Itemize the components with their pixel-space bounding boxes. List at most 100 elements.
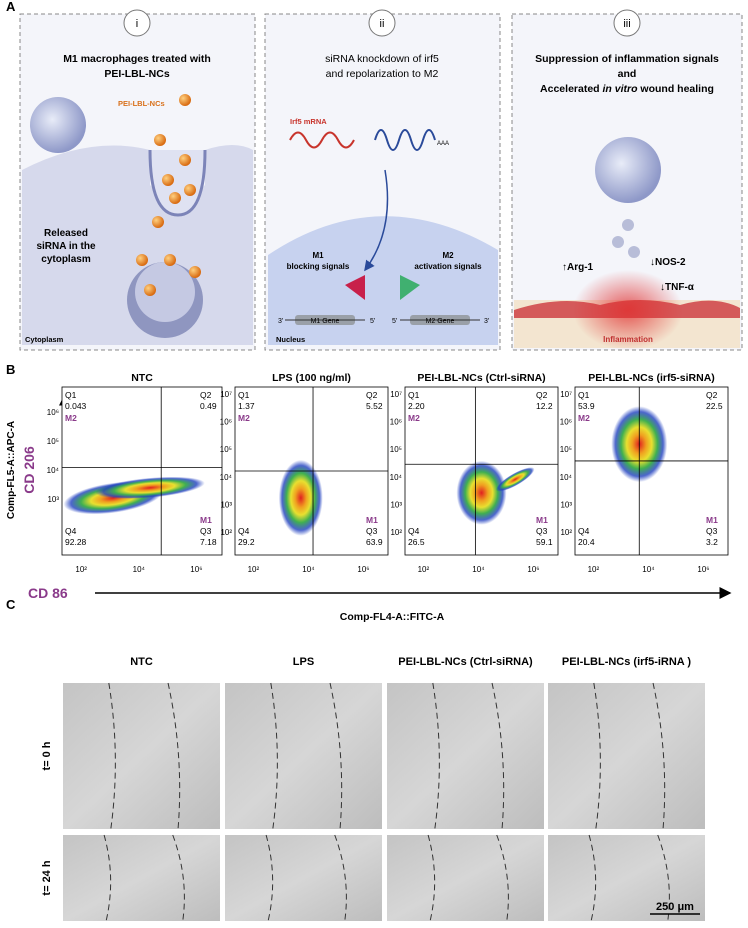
quadrant-name: Q3 [366, 526, 378, 536]
x-tick-label: 10⁶ [357, 565, 369, 574]
y-tick-label: 10⁵ [220, 445, 232, 454]
quadrant-value: 20.4 [578, 537, 595, 547]
micrograph [225, 683, 382, 829]
micrograph [387, 835, 544, 921]
gene-label: M1 Gene [311, 318, 340, 325]
y-tick-label: 10⁶ [47, 408, 59, 417]
wound-edge [103, 834, 112, 922]
cell-density [95, 476, 205, 499]
micrograph [63, 835, 220, 921]
quadrant-name: Q4 [578, 526, 590, 536]
quadrant-value: 5.52 [366, 401, 383, 411]
title-part: in vitro [603, 83, 639, 95]
quadrant-value: 7.18 [200, 537, 217, 547]
nanoparticle-label: PEI-LBL-NCs [118, 99, 165, 108]
cell-density [456, 460, 507, 525]
poly-a-label: AAA [437, 141, 449, 147]
strand-end: 5' [392, 318, 397, 325]
quadrant-name: Q1 [578, 390, 590, 400]
section-numeral: iii [623, 18, 630, 30]
quadrant-value: 22.5 [706, 401, 723, 411]
wound-edge [270, 682, 278, 830]
x-tick-label: 10⁴ [133, 565, 146, 574]
micrograph [548, 835, 705, 921]
wound-label: Inflammation [603, 335, 653, 344]
wound-edge [432, 682, 440, 830]
quadrant-name: Q4 [238, 526, 250, 536]
quadrant-value: 0.043 [65, 401, 87, 411]
quadrant-name: Q3 [200, 526, 212, 536]
section-title: and [618, 68, 637, 80]
panel-label: C [6, 597, 16, 612]
wound-edge [657, 834, 670, 922]
marker-label: ↓TNF-α [660, 282, 695, 293]
section-numeral: ii [380, 18, 385, 30]
wound-edge [108, 682, 116, 830]
x-tick-label: 10⁴ [642, 565, 655, 574]
y-tick-label: 10³ [220, 500, 232, 509]
strand-end: 5' [370, 318, 375, 325]
quadrant-value: 1.37 [238, 401, 255, 411]
quadrant-name: Q3 [706, 526, 718, 536]
section-numeral: i [136, 18, 138, 30]
quadrant-value: 29.2 [238, 537, 255, 547]
y-tick-label: 10⁶ [390, 418, 402, 427]
title-part: Accelerated [540, 83, 602, 95]
y-tick-label: 10⁴ [220, 473, 233, 482]
quadrant-value: 12.2 [536, 401, 553, 411]
compartment-label: Cytoplasm [25, 335, 64, 344]
quadrant-name: Q2 [366, 390, 378, 400]
cell-density [278, 459, 323, 536]
compartment-label: Nucleus [276, 335, 305, 344]
quadrant-name: Q1 [65, 390, 77, 400]
wound-edge [427, 834, 436, 922]
released-label: siRNA in the [36, 241, 96, 252]
panel-label: A [6, 0, 16, 14]
quadrant-value: 63.9 [366, 537, 383, 547]
signal-label: blocking signals [287, 262, 350, 271]
plot-title: PEI-LBL-NCs (Ctrl-siRNA) [417, 372, 545, 384]
quadrant-name: Q1 [408, 390, 420, 400]
column-title: PEI-LBL-NCs (irf5-iRNA ) [562, 656, 691, 668]
section-title: PEI-LBL-NCs [104, 68, 169, 80]
y-tick-label: 10⁶ [560, 418, 572, 427]
column-title: LPS [293, 656, 314, 668]
gate-label: M2 [65, 413, 77, 423]
quadrant-value: 92.28 [65, 537, 87, 547]
wound-edge [652, 682, 666, 830]
wound-edge [496, 834, 509, 922]
signal-label: M1 [312, 251, 324, 260]
quadrant-name: Q4 [65, 526, 77, 536]
section-title: M1 macrophages treated with [63, 53, 211, 65]
x-tick-label: 10⁶ [190, 565, 202, 574]
quadrant-name: Q1 [238, 390, 250, 400]
panel-a-art [19, 9, 743, 351]
row-label: t= 0 h [41, 741, 53, 770]
row-label: t= 24 h [41, 860, 53, 895]
y-tick-label: 10⁴ [47, 466, 60, 475]
x-tick-label: 10² [588, 565, 600, 574]
x-tick-label: 10² [75, 565, 87, 574]
released-label: Released [44, 228, 88, 239]
micrograph [225, 835, 382, 921]
gate-label: M1 [536, 515, 548, 525]
y-tick-label: 10⁵ [390, 445, 402, 454]
quadrant-name: Q2 [200, 390, 212, 400]
section-title: Accelerated in vitro wound healing [540, 83, 714, 95]
strand-end: 3' [484, 318, 489, 325]
quadrant-value: 2.20 [408, 401, 425, 411]
plot-title: NTC [131, 372, 153, 384]
x-tick-label: 10² [248, 565, 260, 574]
wound-edge [334, 834, 347, 922]
gate-label: M2 [578, 413, 590, 423]
panel-label: B [6, 362, 15, 377]
strand-end: 3' [278, 318, 283, 325]
y-tick-label: 10² [560, 528, 572, 537]
gate-label: M2 [238, 413, 250, 423]
y-tick-label: 10³ [560, 500, 572, 509]
quadrant-name: Q2 [706, 390, 718, 400]
cell-density [495, 467, 535, 492]
column-title: PEI-LBL-NCs (Ctrl-siRNA) [398, 656, 533, 668]
x-tick-label: 10⁶ [697, 565, 709, 574]
